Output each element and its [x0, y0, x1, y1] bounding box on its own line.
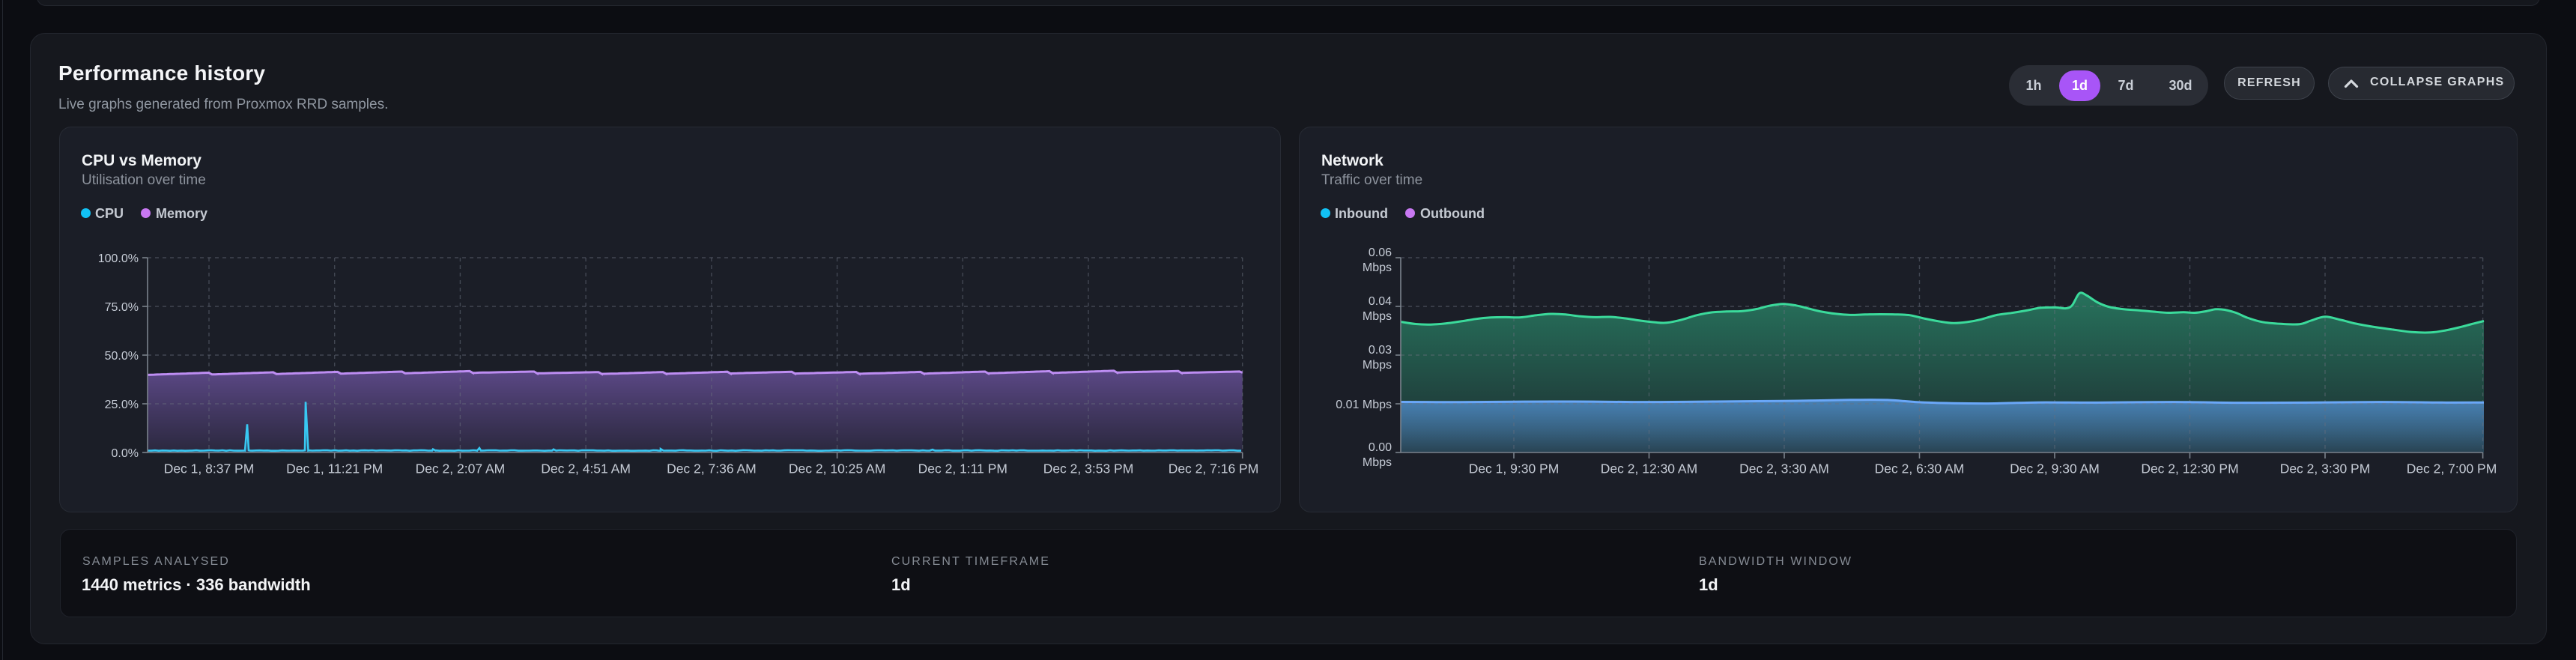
- svg-text:100.0%: 100.0%: [98, 252, 139, 265]
- svg-text:Dec 2, 10:25 AM: Dec 2, 10:25 AM: [789, 461, 885, 476]
- svg-text:0.01 Mbps: 0.01 Mbps: [1336, 399, 1392, 411]
- svg-text:Dec 2, 9:30 AM: Dec 2, 9:30 AM: [2010, 461, 2100, 476]
- svg-text:Dec 2, 3:53 PM: Dec 2, 3:53 PM: [1043, 461, 1134, 476]
- svg-text:Dec 2, 2:07 AM: Dec 2, 2:07 AM: [416, 461, 506, 476]
- svg-text:0.03: 0.03: [1369, 344, 1392, 357]
- svg-text:Dec 2, 6:30 AM: Dec 2, 6:30 AM: [1875, 461, 1965, 476]
- svg-text:Mbps: Mbps: [1363, 359, 1392, 372]
- svg-text:Dec 2, 1:11 PM: Dec 2, 1:11 PM: [918, 461, 1007, 476]
- svg-text:0.0%: 0.0%: [112, 447, 139, 460]
- svg-text:Dec 2, 3:30 AM: Dec 2, 3:30 AM: [1739, 461, 1829, 476]
- svg-text:75.0%: 75.0%: [105, 301, 139, 314]
- svg-text:Dec 2, 12:30 AM: Dec 2, 12:30 AM: [1601, 461, 1697, 476]
- svg-text:0.00: 0.00: [1369, 441, 1392, 454]
- svg-text:Dec 2, 7:36 AM: Dec 2, 7:36 AM: [667, 461, 757, 476]
- svg-text:0.04: 0.04: [1369, 295, 1392, 308]
- svg-text:Dec 2, 7:16 PM: Dec 2, 7:16 PM: [1169, 461, 1259, 476]
- svg-text:Dec 2, 3:30 PM: Dec 2, 3:30 PM: [2280, 461, 2371, 476]
- svg-text:0.06: 0.06: [1369, 246, 1392, 259]
- svg-text:Dec 1, 8:37 PM: Dec 1, 8:37 PM: [164, 461, 255, 476]
- svg-text:Dec 2, 7:00 PM: Dec 2, 7:00 PM: [2407, 461, 2497, 476]
- svg-text:Dec 1, 11:21 PM: Dec 1, 11:21 PM: [286, 461, 383, 476]
- svg-text:Mbps: Mbps: [1363, 261, 1392, 274]
- svg-text:Dec 1, 9:30 PM: Dec 1, 9:30 PM: [1469, 461, 1560, 476]
- svg-text:Dec 2, 12:30 PM: Dec 2, 12:30 PM: [2141, 461, 2238, 476]
- svg-text:Mbps: Mbps: [1363, 310, 1392, 323]
- svg-text:50.0%: 50.0%: [105, 350, 139, 363]
- svg-text:Dec 2, 4:51 AM: Dec 2, 4:51 AM: [541, 461, 631, 476]
- svg-text:Mbps: Mbps: [1363, 456, 1392, 469]
- svg-text:25.0%: 25.0%: [105, 399, 139, 411]
